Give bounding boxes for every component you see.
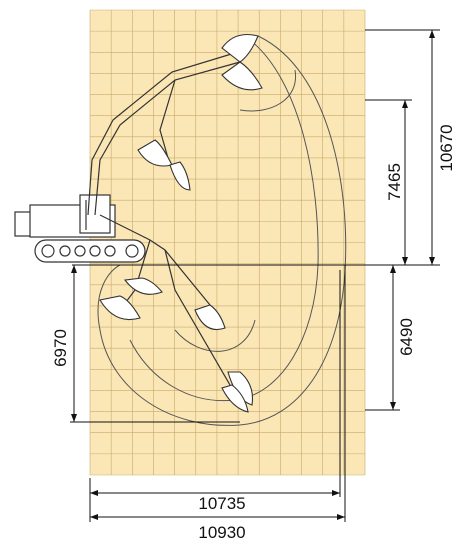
bucket-icon — [99, 295, 141, 321]
dimension-arrows-left — [71, 265, 77, 422]
bucket-icon — [221, 61, 263, 91]
bucket-icon — [194, 304, 226, 331]
dimension-lines-bottom — [89, 265, 346, 522]
dimension-lines-right — [365, 29, 440, 411]
dimension-arrows-bottom — [90, 490, 345, 520]
track-rollers — [41, 244, 139, 258]
outer-envelope-curve — [97, 35, 347, 426]
max-reach-label: 10930 — [198, 523, 245, 542]
bucket-icon — [221, 33, 259, 63]
lower-return-curve — [174, 319, 256, 352]
bucket-icon — [123, 277, 163, 295]
dimension-lines-left — [70, 265, 240, 423]
arm-lowered — [164, 249, 231, 386]
bucket-icon — [221, 384, 249, 413]
dig-depth-label: 6490 — [397, 318, 416, 356]
upper-return-curve — [239, 69, 296, 112]
reach-at-ground-label: 10735 — [198, 494, 245, 513]
boom-raised — [94, 61, 241, 216]
dimension-arrows-right — [390, 30, 435, 410]
vertical-wall-depth-label: 6970 — [51, 329, 70, 367]
arm-upper-1 — [159, 79, 176, 166]
excavator-silhouette-icon — [14, 194, 146, 263]
inner-envelope-curve — [129, 39, 319, 402]
dump-height-label: 7465 — [385, 163, 404, 201]
boom-raised-outline — [87, 51, 239, 216]
bucket-icon — [169, 161, 191, 191]
max-height-label: 10670 — [437, 124, 456, 171]
digging-envelope — [97, 35, 347, 426]
boom-lowered — [99, 214, 211, 306]
buckets — [99, 33, 263, 413]
